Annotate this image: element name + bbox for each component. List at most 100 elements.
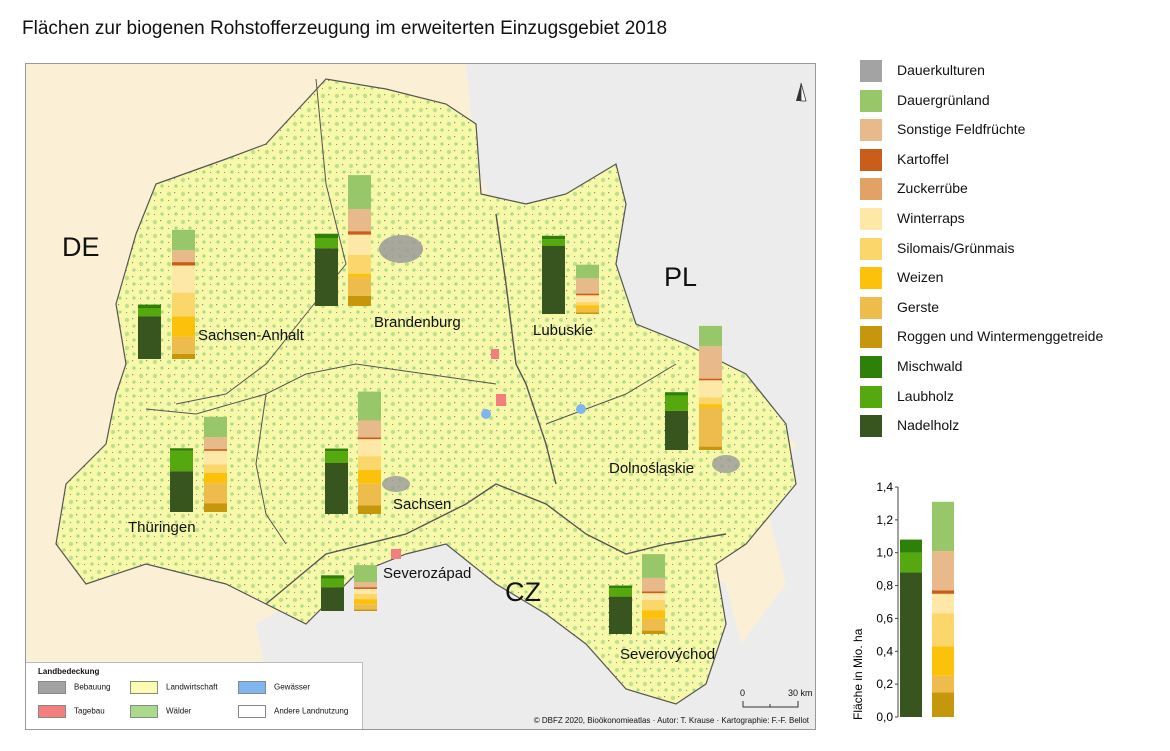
legend-label: Dauerkulturen bbox=[897, 62, 985, 78]
region-label-thueringen[interactable]: Thüringen bbox=[128, 519, 196, 536]
reference-bar-segment bbox=[900, 552, 922, 573]
map-legend-item: Landwirtschaft bbox=[130, 681, 218, 694]
agri-bar-segment bbox=[576, 305, 599, 309]
region-label-lubuskie[interactable]: Lubuskie bbox=[533, 322, 594, 339]
agri-bar-segment bbox=[348, 255, 371, 274]
agri-bar-segment bbox=[576, 302, 599, 306]
forest-bar-segment bbox=[542, 235, 565, 240]
agri-bar-segment bbox=[354, 609, 377, 611]
agri-bar-segment bbox=[358, 505, 381, 514]
country-label-de: DE bbox=[62, 232, 100, 262]
legend-label: Gerste bbox=[897, 298, 940, 315]
agri-bar-segment bbox=[204, 416, 227, 438]
dresden-area bbox=[382, 476, 410, 492]
border-de-cz bbox=[265, 483, 587, 605]
y-tick-label: 1,2 bbox=[876, 513, 893, 527]
agri-bar-segment bbox=[354, 587, 377, 589]
lake-2 bbox=[576, 404, 586, 414]
reference-chart: 0,0 0,2 0,4 0,6 0,8 1,0 1,2 1,4 Fläche in Mio. h… bbox=[840, 470, 970, 730]
legend-label: Winterraps bbox=[897, 210, 965, 226]
legend-label: Sonstige Feldfrüchte bbox=[897, 121, 1026, 138]
forest-bar-segment bbox=[315, 238, 338, 249]
agri-bar-segment bbox=[699, 446, 722, 450]
legend-swatch bbox=[860, 178, 882, 201]
y-tick-label: 0,2 bbox=[876, 677, 893, 691]
forest-bar-segment bbox=[609, 596, 632, 634]
agri-bar-segment bbox=[204, 449, 227, 451]
reference-bar-segment bbox=[932, 551, 954, 591]
agri-bar-segment bbox=[576, 312, 599, 314]
forest-bar-segment bbox=[315, 248, 338, 306]
legend-label: Roggen und Wintermenggetreide bbox=[897, 328, 1104, 345]
reference-chart-svg: 0,0 0,2 0,4 0,6 0,8 1,0 1,2 1,4 Fläche in Mio. h… bbox=[851, 480, 954, 724]
border-pl-cz bbox=[585, 533, 727, 555]
region-bars bbox=[138, 175, 722, 634]
legend-swatch bbox=[860, 60, 882, 82]
agri-bar-segment bbox=[172, 262, 195, 266]
forest-bar-segment bbox=[321, 578, 344, 588]
forest-bar-segment bbox=[138, 308, 161, 317]
legend-label: Zuckerrübe bbox=[897, 180, 968, 197]
agri-bar-segment bbox=[642, 618, 665, 631]
agri-bar-segment bbox=[354, 599, 377, 605]
agri-bar-segment bbox=[354, 588, 377, 594]
region-label-severovychod[interactable]: Severovýchod bbox=[620, 646, 716, 663]
region-label-sachsen[interactable]: Sachsen bbox=[393, 496, 452, 513]
agri-bar-segment bbox=[576, 278, 599, 294]
y-tick-label: 0,6 bbox=[876, 611, 893, 625]
agri-bar-segment bbox=[358, 483, 381, 506]
forest-bar-segment bbox=[542, 239, 565, 246]
mine-3 bbox=[391, 549, 401, 559]
agri-bar-segment bbox=[354, 594, 377, 600]
map-canvas bbox=[26, 64, 815, 729]
forest-bar-segment bbox=[315, 233, 338, 238]
agri-bar-segment bbox=[348, 209, 371, 232]
map-frame[interactable]: DE PL CZ Sachsen-Anhalt Brandenburg Lubu… bbox=[25, 63, 816, 730]
agri-bar-segment bbox=[358, 439, 381, 457]
forest-bar-segment bbox=[325, 448, 348, 452]
legend-swatch bbox=[860, 415, 882, 438]
region-label-brandenburg[interactable]: Brandenburg bbox=[374, 314, 461, 331]
lake-1 bbox=[481, 409, 491, 419]
reference-bar-segment bbox=[932, 613, 954, 647]
legend-swatch bbox=[860, 326, 882, 349]
agri-bar-segment bbox=[354, 604, 377, 610]
reference-bar-segment bbox=[932, 675, 954, 693]
legend-label: Dauergrünland bbox=[897, 91, 990, 108]
agri-bar-segment bbox=[642, 577, 665, 592]
agri-bar-segment bbox=[348, 295, 371, 306]
agri-bar-segment bbox=[172, 229, 195, 251]
agri-bar-segment bbox=[642, 554, 665, 578]
forest-bar-segment bbox=[325, 463, 348, 514]
page-title: Flächen zur biogenen Rohstofferzeugung i… bbox=[22, 18, 668, 39]
border-de-pl bbox=[495, 213, 557, 485]
reference-bar-segment bbox=[900, 539, 922, 553]
legend-swatch bbox=[860, 148, 882, 171]
agri-bar-segment bbox=[348, 175, 371, 210]
agri-bar-segment bbox=[348, 277, 371, 296]
agri-bar-segment bbox=[204, 464, 227, 473]
border-lu-do bbox=[545, 363, 677, 425]
map-legend-item: Wälder bbox=[130, 705, 191, 718]
reference-bar-segment bbox=[932, 501, 954, 552]
region-label-severozapad[interactable]: Severozápad bbox=[383, 565, 472, 582]
berlin-area bbox=[379, 235, 423, 263]
north-arrow-icon bbox=[796, 82, 807, 102]
agri-bar-segment bbox=[204, 437, 227, 450]
legend-swatch bbox=[860, 385, 882, 408]
reference-bar-segment bbox=[932, 646, 954, 676]
agri-bar-segment bbox=[699, 325, 722, 347]
agri-bar-segment bbox=[358, 456, 381, 470]
scale-zero: 0 bbox=[740, 688, 746, 698]
study-area bbox=[55, 78, 797, 705]
forest-bar-segment bbox=[609, 585, 632, 589]
mine-2 bbox=[496, 394, 506, 406]
y-tick-label: 0,0 bbox=[876, 710, 893, 724]
region-label-sachsen-anhalt[interactable]: Sachsen-Anhalt bbox=[198, 327, 304, 344]
agri-bar-segment bbox=[358, 420, 381, 438]
region-label-dolnoslaskie[interactable]: Dolnośląskie bbox=[609, 460, 695, 477]
agri-bar-segment bbox=[699, 407, 722, 447]
forest-bar-segment bbox=[170, 448, 193, 451]
agri-bar-segment bbox=[576, 264, 599, 279]
y-tick-label: 1,0 bbox=[876, 546, 893, 560]
